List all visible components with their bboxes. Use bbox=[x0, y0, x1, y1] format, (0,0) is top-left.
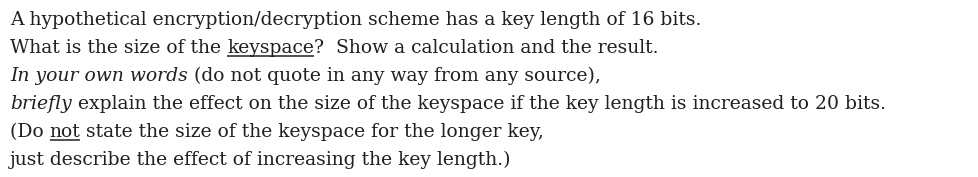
Text: keyspace: keyspace bbox=[227, 39, 314, 57]
Text: briefly: briefly bbox=[10, 95, 71, 113]
Text: (do not quote in any way from any source),: (do not quote in any way from any source… bbox=[188, 67, 600, 85]
Text: just describe the effect of increasing the key length.): just describe the effect of increasing t… bbox=[10, 151, 511, 169]
Text: ?  Show a calculation and the result.: ? Show a calculation and the result. bbox=[314, 39, 657, 57]
Text: explain the effect on the size of the keyspace if the key length is increased to: explain the effect on the size of the ke… bbox=[71, 95, 885, 113]
Text: In your own words: In your own words bbox=[10, 67, 188, 85]
Text: (Do: (Do bbox=[10, 123, 50, 141]
Text: A hypothetical encryption/decryption scheme has a key length of 16 bits.: A hypothetical encryption/decryption sch… bbox=[10, 11, 700, 29]
Text: What is the size of the: What is the size of the bbox=[10, 39, 227, 57]
Text: state the size of the keyspace for the longer key,: state the size of the keyspace for the l… bbox=[80, 123, 544, 141]
Text: not: not bbox=[50, 123, 80, 141]
